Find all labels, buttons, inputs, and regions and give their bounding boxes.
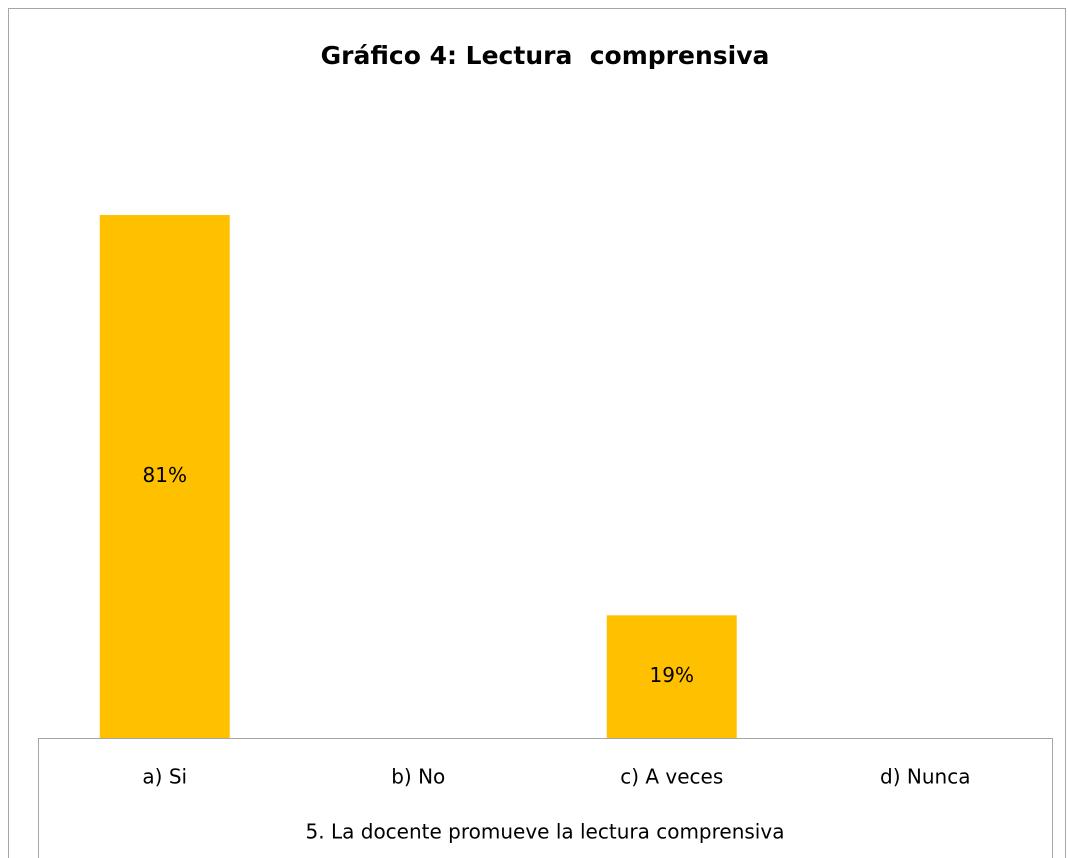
bar bbox=[606, 615, 737, 738]
x-tick-label: a) Si bbox=[142, 765, 187, 789]
chart-border bbox=[8, 8, 1066, 858]
x-axis-label: 5. La docente promueve la lectura compre… bbox=[306, 820, 785, 844]
x-tick-label: d) Nunca bbox=[880, 765, 970, 789]
bar bbox=[99, 215, 230, 738]
category-box bbox=[38, 738, 1053, 858]
chart-title: Gráfico 4: Lectura comprensiva bbox=[321, 41, 770, 70]
data-label: 19% bbox=[650, 663, 694, 687]
data-label: 81% bbox=[143, 463, 187, 487]
x-tick-label: b) No bbox=[391, 765, 445, 789]
x-tick-label: c) A veces bbox=[620, 765, 723, 789]
